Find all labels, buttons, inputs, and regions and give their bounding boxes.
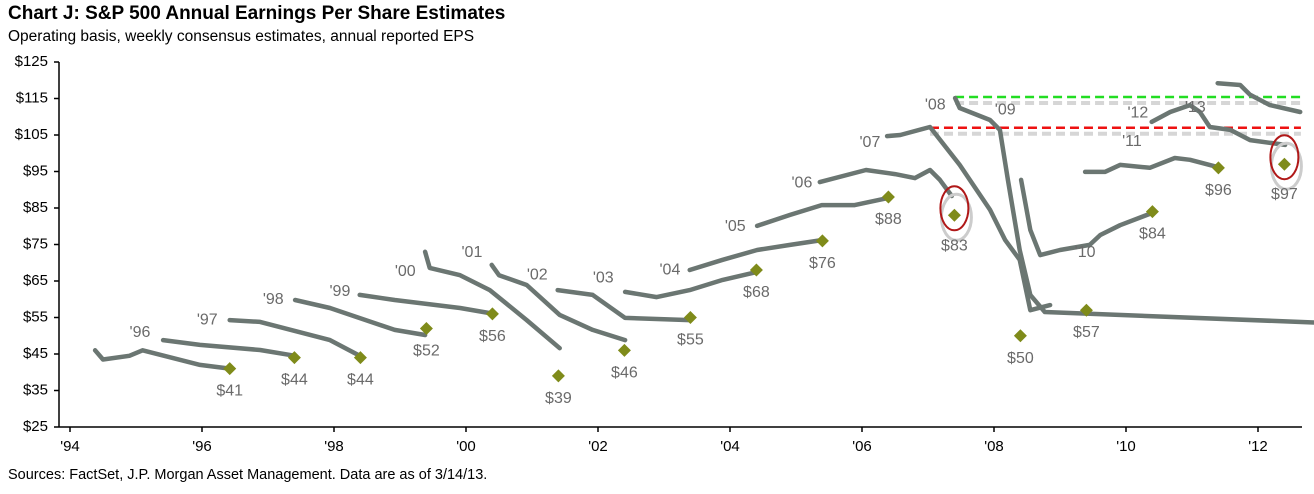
estimate-line — [687, 237, 824, 273]
series-label: '06 — [792, 174, 813, 191]
x-tick-label: '04 — [720, 438, 740, 455]
estimate-line — [160, 337, 298, 359]
x-tick-label: '02 — [588, 438, 608, 455]
reported-eps-label: $46 — [611, 364, 638, 381]
source-note: Sources: FactSet, J.P. Morgan Asset Mana… — [8, 467, 488, 483]
series-label: '07 — [859, 134, 880, 151]
reported-eps-label: $84 — [1139, 226, 1166, 243]
series-label: '00 — [395, 263, 416, 280]
x-tick-label: '96 — [192, 438, 212, 455]
estimate-line — [555, 287, 692, 323]
series-label: '09 — [995, 101, 1016, 118]
reported-eps-marker — [419, 321, 433, 335]
series-label: '98 — [263, 291, 284, 308]
series-label: '13 — [1185, 99, 1206, 116]
highlight-circle — [939, 185, 970, 232]
reported-eps-marker — [485, 307, 499, 321]
reported-eps-marker — [1211, 161, 1225, 175]
estimate-line — [422, 249, 562, 351]
y-tick-label: $125 — [15, 53, 48, 70]
reported-eps-label: $96 — [1205, 182, 1232, 199]
reported-eps-marker — [881, 190, 895, 204]
estimate-line — [1215, 80, 1303, 115]
series-label: '96 — [130, 324, 151, 341]
series-label: '11 — [1122, 133, 1142, 150]
x-tick-label: '00 — [456, 438, 476, 455]
reported-eps-label: $56 — [479, 328, 506, 345]
y-tick-label: $105 — [15, 126, 48, 143]
series-label: '02 — [527, 266, 548, 283]
estimate-line — [357, 292, 493, 316]
series-label: '99 — [330, 283, 351, 300]
estimate-line — [754, 195, 890, 229]
reported-eps-marker — [683, 311, 697, 324]
reported-eps-label: $55 — [677, 332, 704, 349]
x-tick-label: '10 — [1116, 438, 1136, 455]
estimate-line — [292, 297, 428, 338]
series-label: '05 — [725, 218, 746, 235]
y-tick-label: $45 — [23, 345, 48, 362]
estimate-line — [1149, 102, 1288, 148]
y-tick-label: $35 — [23, 381, 48, 398]
reported-eps-label: $39 — [545, 390, 572, 407]
estimate-line — [817, 167, 955, 199]
estimate-line — [92, 348, 232, 371]
y-tick-label: $55 — [23, 308, 48, 325]
reported-eps-marker — [223, 362, 237, 376]
series-label: '97 — [197, 311, 218, 328]
y-tick-label: $115 — [16, 89, 48, 106]
reported-eps-label: $52 — [413, 342, 440, 359]
y-tick-label: $75 — [23, 235, 48, 252]
reported-eps-marker — [815, 234, 829, 248]
reported-eps-marker — [287, 351, 301, 365]
reported-eps-marker — [617, 343, 631, 357]
reported-eps-marker — [1013, 329, 1027, 343]
estimate-line — [884, 124, 1053, 313]
reported-eps-label: $44 — [347, 372, 374, 389]
y-tick-label: $65 — [23, 272, 48, 289]
series-label: '10 — [1075, 244, 1096, 261]
reported-eps-label: $88 — [875, 211, 902, 228]
x-tick-label: '06 — [852, 438, 872, 455]
y-tick-label: $25 — [23, 418, 48, 435]
reported-eps-label: $50 — [1007, 350, 1034, 367]
y-tick-label: $95 — [23, 162, 48, 179]
reported-eps-marker — [1145, 205, 1159, 219]
reported-eps-label: $68 — [743, 284, 770, 301]
reported-eps-marker — [353, 351, 367, 365]
x-tick-label: '98 — [324, 438, 344, 455]
reported-eps-label: $83 — [941, 237, 968, 254]
estimate-line — [227, 317, 362, 359]
highlight-circle — [1269, 134, 1300, 181]
estimate-line — [952, 95, 1314, 325]
reported-eps-label: $97 — [1271, 186, 1298, 203]
reported-eps-label: $76 — [809, 255, 836, 272]
x-tick-label: '94 — [60, 438, 80, 455]
estimate-line — [1082, 155, 1220, 175]
series-label: '03 — [593, 269, 614, 286]
reported-eps-marker — [947, 208, 961, 222]
series-label: '01 — [462, 244, 483, 261]
estimate-line — [1018, 177, 1154, 258]
estimate-line — [622, 269, 760, 300]
reported-eps-label: $44 — [281, 372, 308, 389]
reported-eps-marker — [551, 369, 565, 383]
reported-eps-marker — [1277, 157, 1291, 171]
series-label: '12 — [1127, 104, 1148, 121]
x-tick-label: '08 — [984, 438, 1004, 455]
series-label: '04 — [660, 261, 681, 278]
chart-subtitle: Operating basis, weekly consensus estima… — [8, 28, 475, 45]
estimate-line — [489, 262, 628, 343]
chart-title: Chart J: S&P 500 Annual Earnings Per Sha… — [8, 3, 506, 24]
series-label: '08 — [925, 96, 946, 113]
reported-eps-marker — [1079, 303, 1093, 317]
y-tick-label: $85 — [23, 199, 48, 216]
reported-eps-marker — [749, 263, 763, 277]
x-tick-label: '12 — [1248, 438, 1268, 455]
reported-eps-label: $57 — [1073, 324, 1100, 341]
reported-eps-label: $41 — [216, 383, 243, 400]
